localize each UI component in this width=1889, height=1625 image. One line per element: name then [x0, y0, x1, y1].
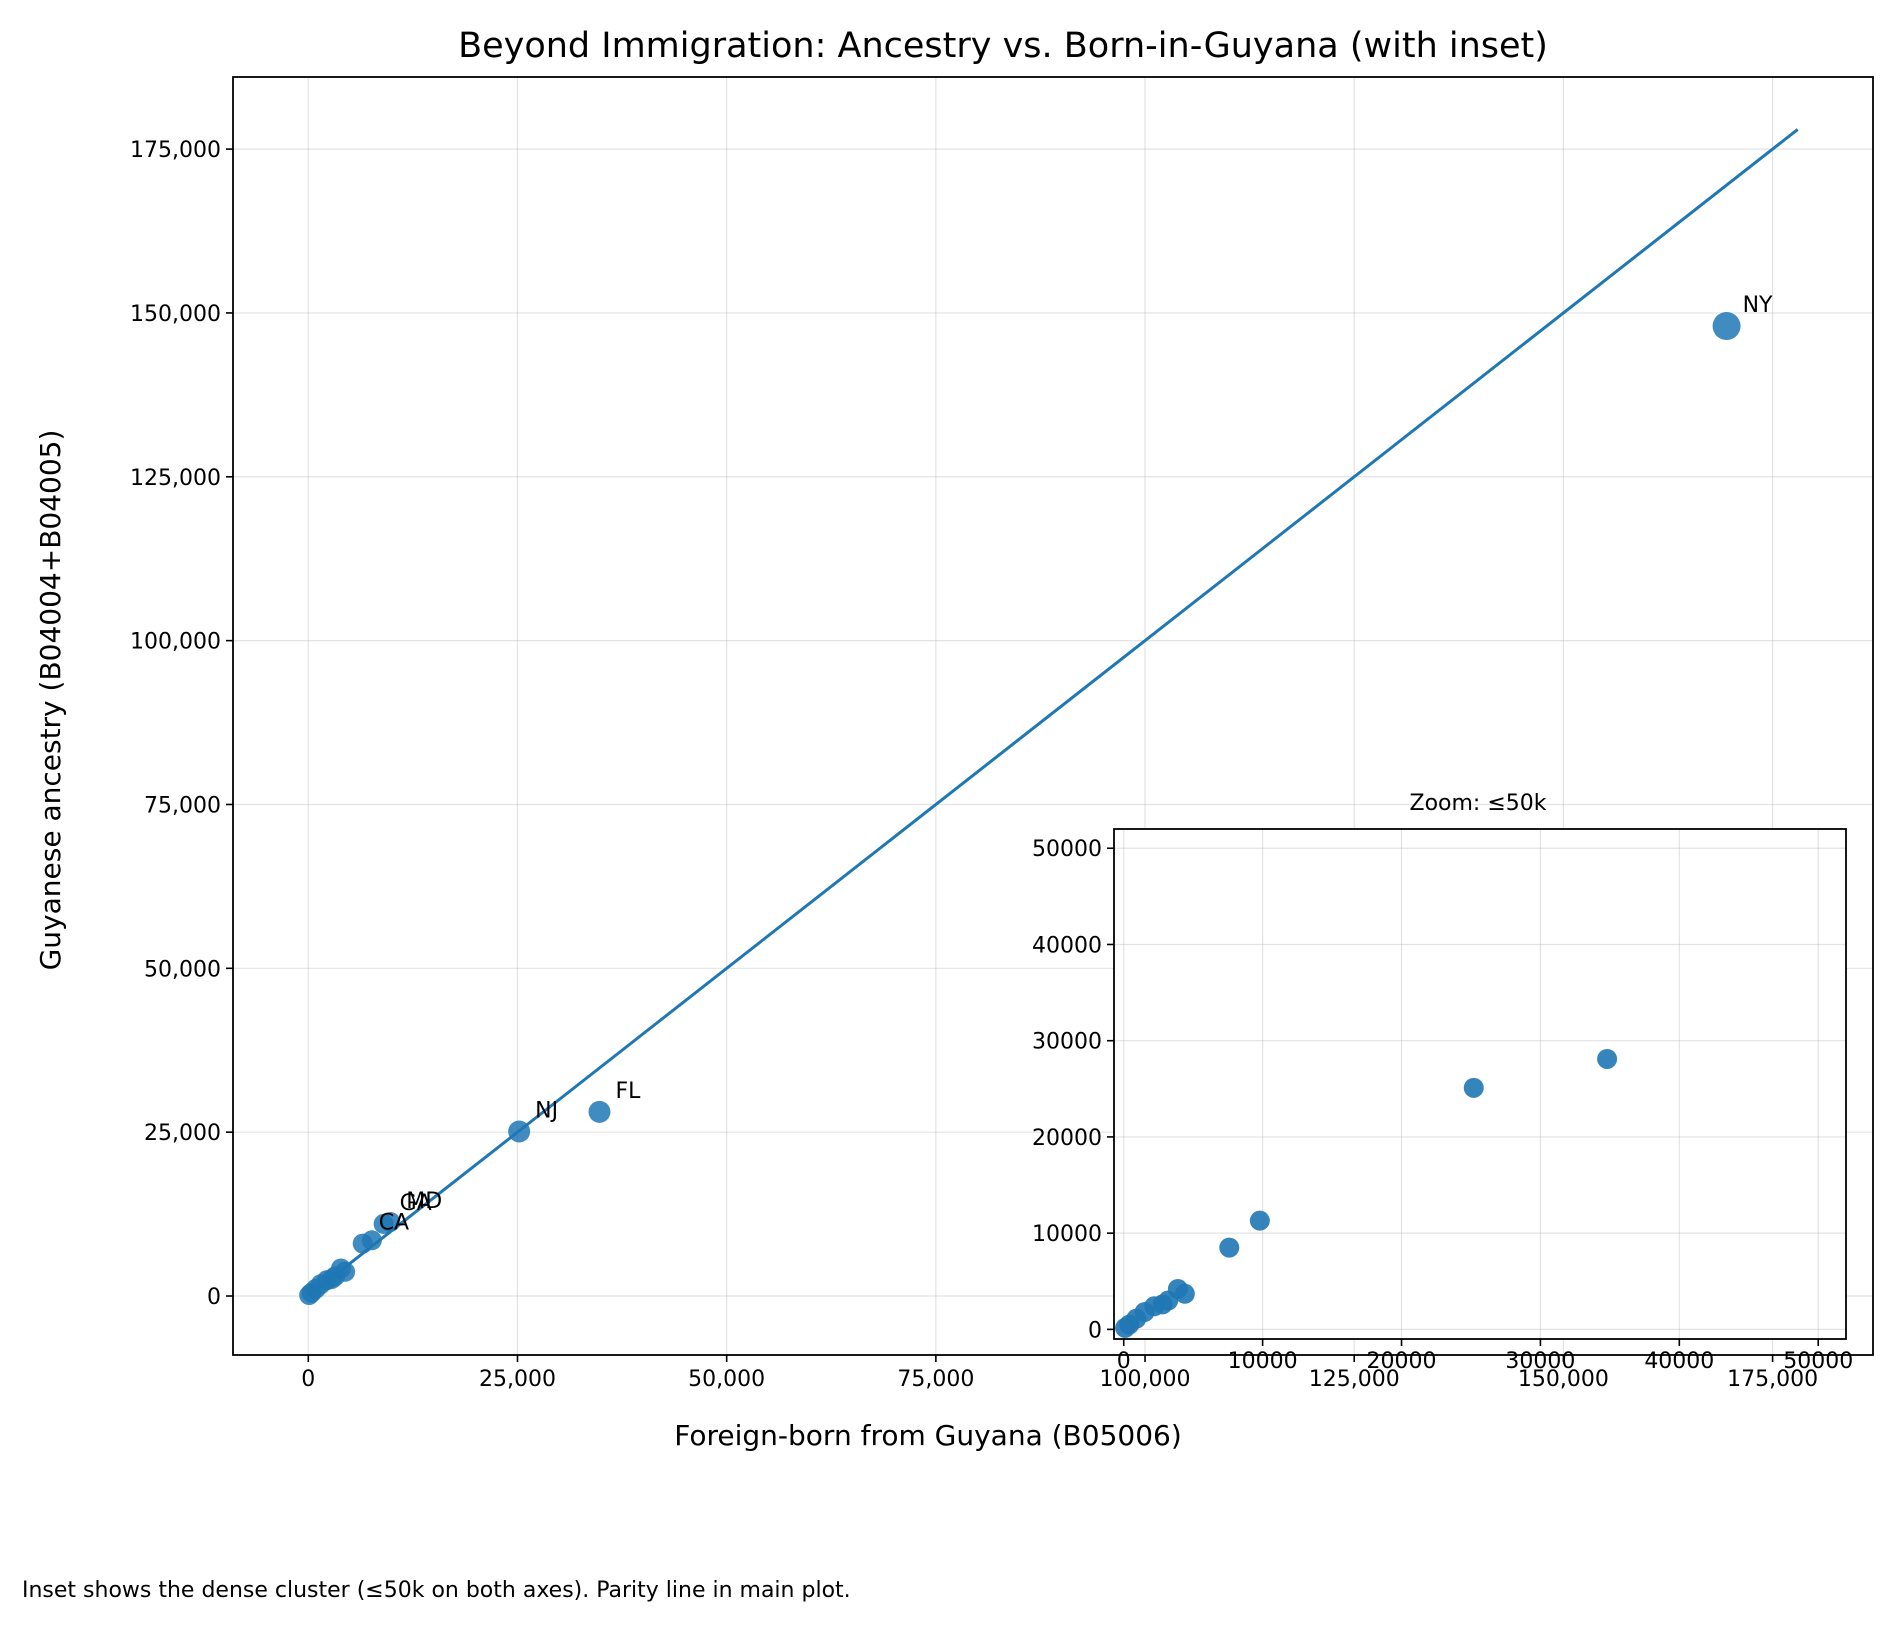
point-label: NY: [1743, 293, 1773, 318]
y-tick-label: 150,000: [130, 302, 221, 327]
y-tick-label: 50000: [1032, 837, 1102, 862]
data-point: [588, 1100, 611, 1123]
inset-data-point: [1249, 1210, 1270, 1231]
point-label: FL: [615, 1079, 641, 1104]
inset-data-point: [1463, 1077, 1484, 1098]
x-tick-label: 25,000: [479, 1367, 556, 1392]
point-label: NJ: [535, 1099, 558, 1124]
main-scatter-points: [299, 312, 1741, 1306]
y-tick-label: 100,000: [130, 630, 221, 655]
x-tick-label: 125,000: [1309, 1367, 1400, 1392]
data-point: [1712, 312, 1741, 341]
main-plot-frame: [232, 76, 1874, 1356]
point-label: CA: [379, 1211, 409, 1236]
inset-scatter-points: [1115, 1048, 1618, 1338]
y-tick-label: 20000: [1032, 1126, 1102, 1151]
chart-title: Beyond Immigration: Ancestry vs. Born-in…: [458, 26, 1548, 66]
x-tick-label: 50,000: [688, 1367, 765, 1392]
y-tick-label: 40000: [1032, 933, 1102, 958]
data-point: [299, 1285, 320, 1306]
x-tick-label: 175,000: [1727, 1367, 1818, 1392]
inset-title: Zoom: ≤50k: [1410, 791, 1547, 816]
inset-data-point: [1174, 1283, 1195, 1304]
y-tick-label: 0: [1088, 1318, 1102, 1343]
data-point: [352, 1233, 373, 1254]
inset-x-ticks: 0 10000 20000 30000 40000 50000: [1117, 1339, 1853, 1374]
inset-y-ticks: 0 10000 20000 30000 40000 50000: [1032, 837, 1114, 1343]
x-tick-label: 0: [1117, 1349, 1131, 1374]
inset-gridlines: [1114, 829, 1846, 1339]
inset-data-point: [1115, 1317, 1136, 1338]
inset-data-point: [1219, 1237, 1240, 1258]
data-point: [508, 1120, 531, 1143]
y-tick-label: 0: [207, 1285, 221, 1310]
main-x-ticks: 0 25,000 50,000 75,000 100,000 125,000 150,000…: [301, 1355, 1818, 1392]
y-tick-label: 10000: [1032, 1222, 1102, 1247]
y-tick-label: 175,000: [130, 138, 221, 163]
y-tick-label: 50,000: [144, 957, 221, 982]
data-point: [373, 1213, 394, 1234]
inset-data-point: [1597, 1048, 1618, 1069]
y-tick-label: 30000: [1032, 1030, 1102, 1055]
y-axis-label: Guyanese ancestry (B04004+B04005): [34, 430, 67, 971]
x-tick-label: 50000: [1783, 1349, 1853, 1374]
x-tick-label: 75,000: [897, 1367, 974, 1392]
point-label: MD: [406, 1189, 442, 1214]
footnote: Inset shows the dense cluster (≤50k on b…: [22, 1578, 851, 1603]
y-tick-label: 25,000: [144, 1121, 221, 1146]
y-tick-label: 125,000: [130, 466, 221, 491]
y-tick-label: 75,000: [144, 793, 221, 818]
parity-line-group: [307, 128, 1799, 1298]
inset-plot-frame: [1113, 828, 1847, 1340]
main-y-ticks: 0 25,000 50,000 75,000 100,000 125,000 150,000…: [130, 138, 233, 1310]
x-tick-label: 40000: [1644, 1349, 1714, 1374]
x-tick-label: 30000: [1505, 1349, 1575, 1374]
x-tick-label: 10000: [1228, 1349, 1298, 1374]
x-tick-label: 0: [301, 1367, 315, 1392]
x-tick-label: 150,000: [1518, 1367, 1609, 1392]
parity-line: [307, 128, 1799, 1298]
x-axis-label: Foreign-born from Guyana (B05006): [674, 1419, 1182, 1452]
x-tick-label: 20000: [1367, 1349, 1437, 1374]
x-tick-label: 100,000: [1100, 1367, 1191, 1392]
point-label: GA: [400, 1191, 432, 1216]
main-gridlines: [233, 77, 1873, 1355]
